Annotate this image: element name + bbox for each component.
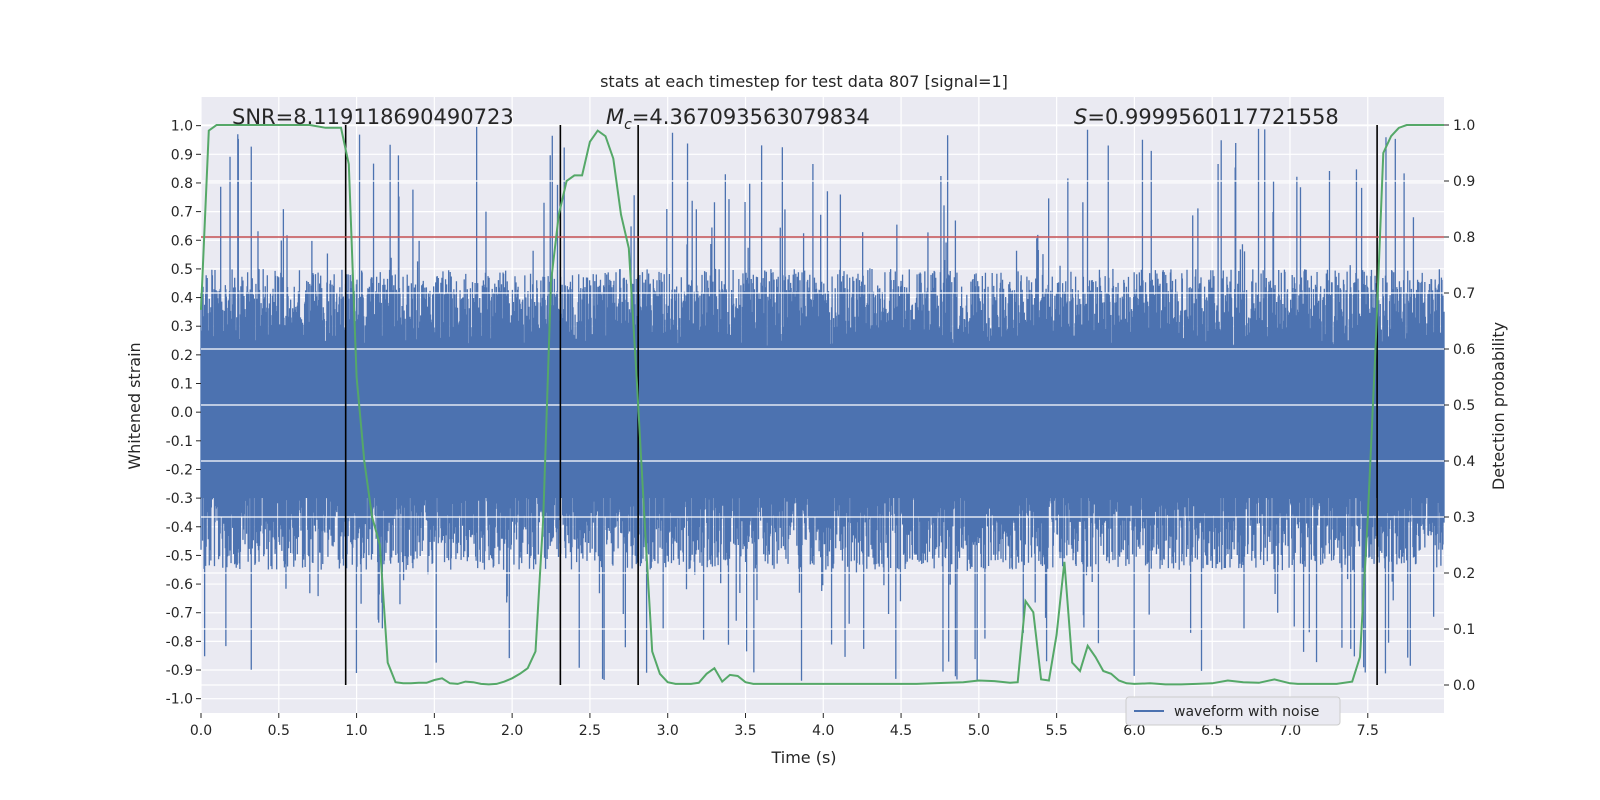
y-tick-label: 0.6 <box>171 233 193 249</box>
y-tick-label: 0.4 <box>171 291 193 307</box>
y-right-tick-label: 0.9 <box>1453 174 1475 190</box>
s-value: =0.9999560117721558 <box>1087 105 1338 129</box>
y-tick-label: 0.7 <box>171 205 193 221</box>
y-right-tick-label: 0.3 <box>1453 510 1475 526</box>
x-tick-label: 5.0 <box>968 723 990 739</box>
legend-box <box>1125 696 1341 726</box>
x-axis-ticks: 0.0 0.5 1.0 1.5 2.0 2.5 3.0 3.5 4.0 4.5 5.0 5.5 6.0 6… <box>190 713 1379 739</box>
y-right-tick-label: 1.0 <box>1453 118 1475 134</box>
y-right-tick-label: 0.7 <box>1453 286 1475 302</box>
x-tick-label: 1.5 <box>423 723 445 739</box>
mc-symbol: M <box>606 105 624 129</box>
y-tick-label: 0.1 <box>171 377 193 393</box>
legend-label: waveform with noise <box>1174 704 1319 720</box>
chart-title: stats at each timestep for test data 807… <box>600 72 1008 91</box>
x-tick-label: 2.5 <box>579 723 601 739</box>
y-right-axis-label: Detection probability <box>1489 322 1508 490</box>
x-tick-label: 7.5 <box>1357 723 1379 739</box>
x-tick-label: 2.0 <box>501 723 523 739</box>
chirp-mass-annotation: Mc=4.367093563079834 <box>606 105 870 133</box>
x-tick-label: 0.5 <box>268 723 290 739</box>
legend: waveform with noise <box>1125 696 1341 726</box>
snr-annotation: SNR=8.119118690490723 <box>232 105 514 129</box>
y-right-gridlines <box>201 124 1444 686</box>
x-axis-label: Time (s) <box>770 748 836 767</box>
y-tick-label: 0.2 <box>171 348 193 364</box>
x-tick-label: 5.5 <box>1045 723 1067 739</box>
x-tick-label: 3.5 <box>734 723 756 739</box>
y-axis-ticks: -1.0 -0.9 -0.8 -0.7 -0.6 -0.5 -0.4 -0.3 -0.2 -0.1… <box>166 119 201 708</box>
y-tick-label: -0.7 <box>166 606 193 622</box>
y-tick-label: -0.6 <box>166 577 193 593</box>
y-tick-label: -0.2 <box>166 462 193 478</box>
y-right-tick-label: 0.1 <box>1453 622 1475 638</box>
y-tick-label: 0.0 <box>171 405 193 421</box>
x-tick-label: 4.5 <box>890 723 912 739</box>
y-right-axis-ticks: 0.0 0.1 0.2 0.3 0.4 0.5 0.6 0.7 0.8 0.9 1.0 <box>1444 118 1475 694</box>
y-axis-label: Whitened strain <box>125 342 144 469</box>
mc-subscript: c <box>624 117 632 133</box>
y-tick-label: -0.3 <box>166 491 193 507</box>
y-tick-label: -0.8 <box>166 634 193 650</box>
s-symbol: S <box>1074 105 1087 129</box>
mc-value: =4.367093563079834 <box>632 105 870 129</box>
y-tick-label: -0.1 <box>166 434 193 450</box>
x-tick-label: 6.5 <box>1201 723 1223 739</box>
y-tick-label: 0.9 <box>171 147 193 163</box>
score-annotation: S=0.9999560117721558 <box>1074 105 1339 129</box>
x-tick-label: 0.0 <box>190 723 212 739</box>
y-right-tick-label: 0.8 <box>1453 230 1475 246</box>
y-right-tick-label: 0.4 <box>1453 454 1475 470</box>
y-right-tick-label: 0.0 <box>1453 678 1475 694</box>
y-tick-label: -1.0 <box>166 692 193 708</box>
x-tick-label: 1.0 <box>345 723 367 739</box>
y-right-tick-label: 0.6 <box>1453 342 1475 358</box>
y-right-tick-label: 0.2 <box>1453 566 1475 582</box>
y-tick-label: 0.3 <box>171 319 193 335</box>
y-tick-label: 0.8 <box>171 176 193 192</box>
y-tick-label: -0.5 <box>166 548 193 564</box>
waveform-core <box>201 349 1444 499</box>
y-right-tick-label: 0.5 <box>1453 398 1475 414</box>
x-tick-label: 6.0 <box>1123 723 1145 739</box>
y-tick-label: 1.0 <box>171 119 193 135</box>
probability-series <box>200 124 1444 686</box>
y-tick-label: -0.9 <box>166 663 193 679</box>
x-tick-label: 3.0 <box>657 723 679 739</box>
y-tick-label: 0.5 <box>171 262 193 278</box>
x-tick-label: 4.0 <box>812 723 834 739</box>
waveform-series <box>200 126 1445 681</box>
x-tick-label: 7.0 <box>1279 723 1301 739</box>
y-tick-label: -0.4 <box>166 520 193 536</box>
